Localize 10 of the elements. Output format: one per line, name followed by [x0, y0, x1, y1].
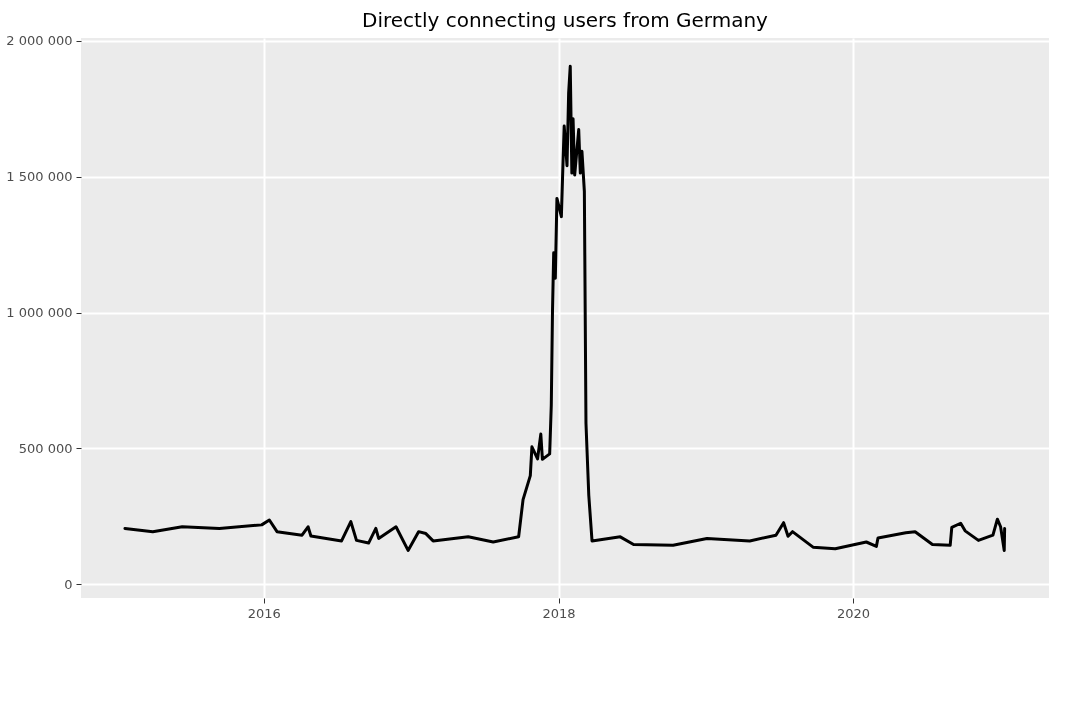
y-tick-label: 1 500 000 — [6, 169, 73, 185]
y-tick-label: 0 — [64, 576, 73, 592]
y-tick-label: 2 000 000 — [6, 33, 73, 49]
x-tick-label: 2016 — [247, 605, 281, 621]
y-tick-label: 1 000 000 — [6, 305, 73, 321]
x-tick-label: 2018 — [542, 605, 576, 621]
y-tick-label: 500 000 — [18, 440, 73, 456]
line-series — [123, 64, 1007, 552]
chart-title: Directly connecting users from Germany — [362, 7, 769, 32]
x-tick-label: 2020 — [836, 605, 871, 621]
